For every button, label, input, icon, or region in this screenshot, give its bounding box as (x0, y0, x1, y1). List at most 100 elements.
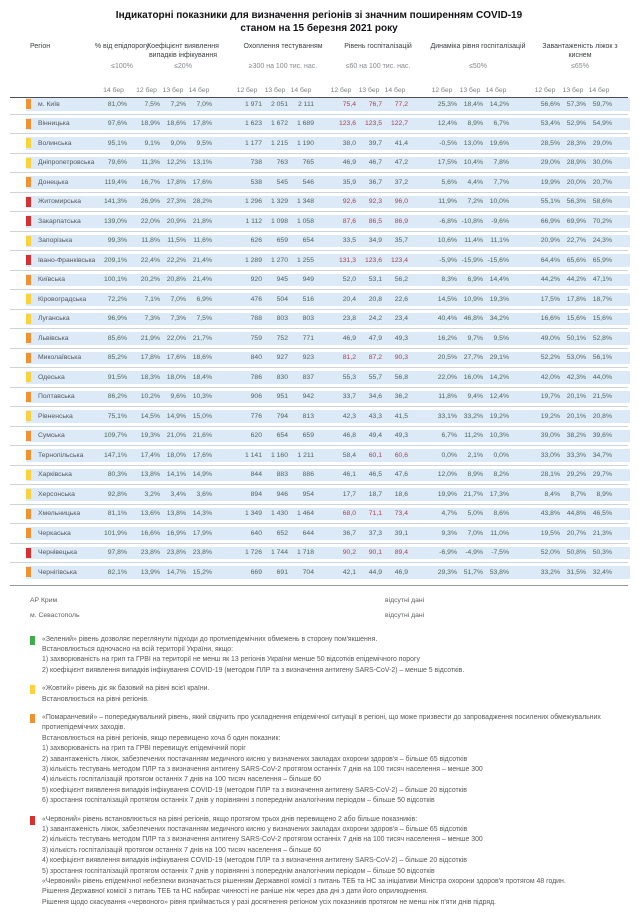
table-row-wrap: Хмельницька 81,1% 13,6% 13,8% 14,3% 1 349 1 43… (10, 507, 630, 524)
value-cell: 19,9% (540, 178, 560, 186)
value-cell: 21,8% (192, 217, 212, 225)
value-cell: 12,4% (489, 393, 509, 401)
value-cell: 546 (302, 178, 314, 186)
date-label: 14 бер (103, 87, 124, 94)
value-cell: 844 (250, 471, 262, 479)
value-cell: 49,0% (540, 334, 560, 342)
region-name: Миколаївська (38, 354, 82, 362)
value-cell: 14,5% (437, 295, 457, 303)
value-cell: 545 (276, 178, 288, 186)
value-cell: -15,9% (461, 256, 483, 264)
value-cell: 18,4% (192, 373, 212, 381)
value-cell: 19,3% (489, 295, 509, 303)
table-row-wrap: Львівська 85,6% 21,9% 22,0% 21,7% 759 752 771 46… (10, 332, 630, 349)
region-name: Харківська (38, 471, 72, 479)
value-cell: 69,9% (566, 217, 586, 225)
value-cell: 14,2% (489, 100, 509, 108)
legend-line: Рішення щодо скасування «червоного» рівн… (42, 898, 497, 906)
value-cell: 33,3% (566, 451, 586, 459)
value-cell: 803 (276, 315, 288, 323)
legend-line: 3) кількість госпіталізацій протягом ост… (42, 846, 322, 854)
value-cell: 20,1% (566, 393, 586, 401)
value-cell: 19,7% (540, 393, 560, 401)
value-cell: 90,1 (368, 549, 382, 557)
value-cell: 1 177 (244, 139, 262, 147)
value-cell: 46,9 (342, 334, 356, 342)
value-cell: 28,1% (540, 471, 560, 479)
value-cell: 920 (250, 276, 262, 284)
value-cell: 10,3% (489, 432, 509, 440)
region-name: Чернівецька (38, 549, 78, 557)
value-cell: 516 (302, 295, 314, 303)
value-cell: 13,0% (463, 139, 483, 147)
value-cell: 64,4% (540, 256, 560, 264)
value-cell: 6,9% (196, 295, 213, 303)
date-label: 12 бер (330, 87, 352, 94)
value-cell: 28,9% (566, 159, 586, 167)
value-cell: 53,0% (566, 354, 586, 362)
date-label: 14 бер (588, 87, 610, 94)
value-cell: 49,3 (394, 334, 408, 342)
value-cell: 8,4% (544, 490, 561, 498)
value-cell: 15,6% (566, 315, 586, 323)
value-cell: 33,0% (540, 451, 560, 459)
value-cell: 75,1% (107, 412, 127, 420)
value-cell: 11,9% (438, 198, 457, 206)
value-cell: 1 112 (245, 217, 262, 225)
value-cell: 18,9% (140, 120, 160, 128)
value-cell: 56,2 (394, 276, 408, 284)
value-cell: 47,9 (368, 334, 382, 342)
value-cell: 17,7 (342, 490, 356, 498)
table-header: Регіон % від епідпорогу ≤100% Коефіцієнт в… (10, 41, 628, 98)
value-cell: 659 (302, 432, 314, 440)
value-cell: 31,5% (566, 568, 586, 576)
value-cell: 17,8% (140, 354, 160, 362)
value-cell: 7,8% (493, 159, 510, 167)
page-title: Індикаторні показники для визначення рег… (10, 0, 628, 35)
table-row-wrap: Полтавська 86,2% 10,2% 9,6% 10,3% 906 951 942 33… (10, 390, 630, 407)
value-cell: 7,0% (170, 295, 187, 303)
value-cell: 55,7 (368, 373, 382, 381)
value-cell: 1 141 (244, 451, 262, 459)
no-data-row: м. Севастополь відсутні дані (10, 608, 628, 623)
value-cell: 29,1% (489, 354, 509, 362)
value-cell: 72,2% (107, 295, 127, 303)
value-cell: 0,0% (441, 451, 458, 459)
date-label: 12 бер (136, 87, 157, 94)
table-row-wrap: Закарпатська 139,0% 22,0% 20,9% 21,8% 1 112 1 … (10, 215, 630, 232)
value-cell: 13,8% (140, 471, 160, 479)
value-cell: 20,9% (166, 217, 186, 225)
value-cell: 11,3% (141, 159, 160, 167)
value-cell: 81,2 (342, 354, 356, 362)
value-cell: 51,7% (463, 568, 483, 576)
value-cell: 4,7% (441, 510, 458, 518)
value-cell: 12,2% (166, 159, 186, 167)
value-cell: 21,7% (463, 490, 483, 498)
region-name: Сумська (38, 432, 65, 440)
value-cell: 504 (276, 295, 288, 303)
value-cell: 87,2 (368, 354, 382, 362)
table-row: Хмельницька 81,1% 13,6% 13,8% 14,3% 1 349 1 43… (26, 507, 630, 520)
date-label: 13 бер (459, 87, 481, 94)
region-name: Волинська (38, 139, 72, 147)
value-cell: 147,1% (103, 451, 127, 459)
legend-line: Встановлюється на рівні регіонів, якщо п… (42, 734, 281, 742)
value-cell: 1 464 (296, 510, 314, 518)
column-group-label: Завантаженість ліжок з киснем (542, 43, 618, 59)
value-cell: 50,3% (592, 549, 612, 557)
value-cell: 55,3 (342, 373, 356, 381)
value-cell: 5,0% (467, 510, 484, 518)
region-name: м. Київ (38, 100, 60, 108)
value-cell: 29,0% (592, 139, 612, 147)
threshold-label: ≤50% (469, 63, 487, 70)
threshold-label: ≤20% (174, 63, 192, 70)
value-cell: 10,6% (437, 237, 457, 245)
region-name: Тернопільська (38, 451, 84, 459)
value-cell: 652 (276, 529, 288, 537)
value-cell: 7,0% (196, 100, 213, 108)
level-marker-red (26, 216, 31, 227)
value-cell: 776 (250, 412, 262, 420)
value-cell: 49,3 (394, 432, 408, 440)
level-marker-orange (26, 118, 31, 129)
value-cell: 46,9 (342, 159, 356, 167)
